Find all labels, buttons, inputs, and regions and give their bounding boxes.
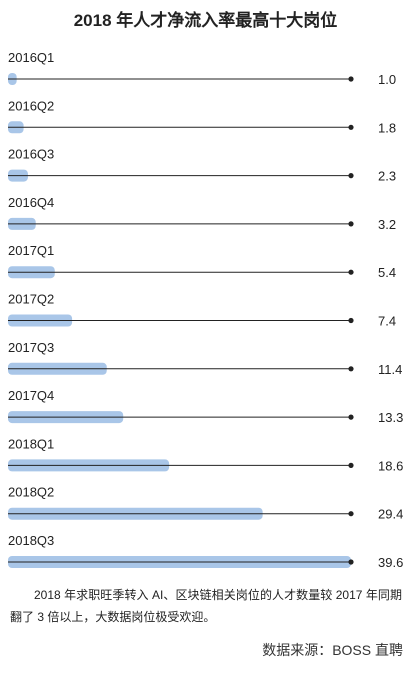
value-label: 1.8 xyxy=(378,120,396,135)
value-label: 1.0 xyxy=(378,72,396,87)
value-label: 29.4 xyxy=(378,507,403,522)
value-label: 5.4 xyxy=(378,265,396,280)
value-label: 11.4 xyxy=(378,362,402,377)
category-label: 2016Q4 xyxy=(8,195,54,210)
category-label: 2018Q3 xyxy=(8,533,54,548)
chart-title: 2018 年人才净流入率最高十大岗位 xyxy=(73,11,338,30)
category-label: 2017Q2 xyxy=(8,292,54,307)
category-label: 2016Q1 xyxy=(8,50,54,65)
category-label: 2018Q1 xyxy=(8,436,54,451)
bar-row: 2018Q3 39.6 xyxy=(8,533,403,570)
value-label: 3.2 xyxy=(378,217,396,232)
value-label: 2.3 xyxy=(378,169,396,184)
end-dot xyxy=(348,511,354,517)
end-dot xyxy=(348,462,354,468)
bar-row: 2016Q2 1.8 xyxy=(8,98,396,135)
end-dot xyxy=(348,317,354,324)
value-label: 7.4 xyxy=(378,314,396,329)
end-dot xyxy=(348,366,354,372)
bar-row: 2017Q4 13.3 xyxy=(8,388,403,425)
data-source: 数据来源：BOSS 直聘 xyxy=(262,642,403,658)
bar-row: 2017Q2 7.4 xyxy=(8,292,396,329)
bar-row: 2017Q1 5.4 xyxy=(8,243,396,280)
end-dot xyxy=(348,559,354,565)
category-label: 2018Q2 xyxy=(8,485,54,500)
value-label: 39.6 xyxy=(378,555,403,570)
end-dot xyxy=(348,414,354,420)
bar-row: 2018Q1 18.6 xyxy=(8,436,403,473)
category-label: 2017Q4 xyxy=(8,388,54,403)
bar-row: 2016Q4 3.2 xyxy=(8,195,396,232)
bar-chart: 2016Q1 1.0 2016Q2 1.8 2016Q3 2.3 2016Q4 3.2 2017… xyxy=(8,50,403,570)
end-dot xyxy=(348,221,354,227)
end-dot xyxy=(348,269,354,275)
bar-row: 2016Q1 1.0 xyxy=(8,50,396,87)
category-label: 2017Q3 xyxy=(8,340,54,355)
category-label: 2016Q2 xyxy=(8,98,54,113)
category-label: 2016Q3 xyxy=(8,147,54,162)
bar-row: 2017Q3 11.4 xyxy=(8,340,402,377)
end-dot xyxy=(348,173,354,179)
bar-row: 2016Q3 2.3 xyxy=(8,147,396,184)
bar-row: 2018Q2 29.4 xyxy=(8,485,403,522)
value-label: 18.6 xyxy=(378,458,403,473)
chart-note: 2018 年求职旺季转入 AI、区块链相关岗位的人才数量较 2017 年同期翻了… xyxy=(10,588,402,624)
end-dot xyxy=(348,76,354,82)
value-label: 13.3 xyxy=(378,410,403,425)
category-label: 2017Q1 xyxy=(8,243,54,258)
end-dot xyxy=(348,124,354,130)
